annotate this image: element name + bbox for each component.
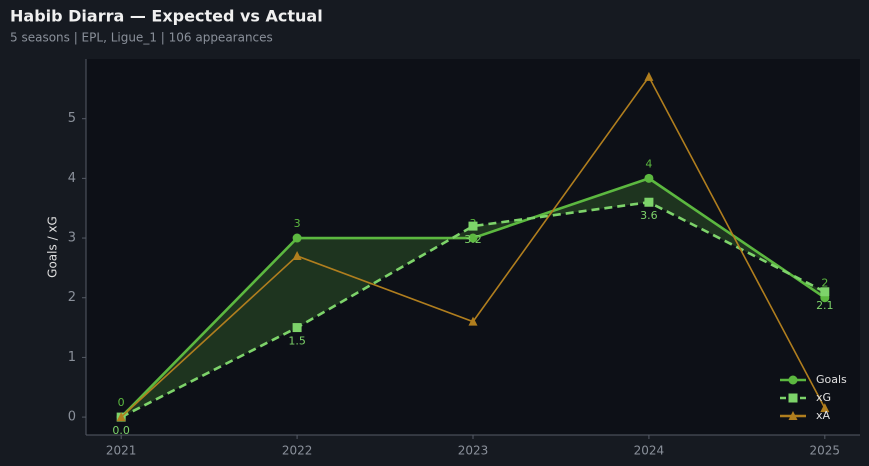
marker [468, 221, 478, 231]
y-tick-label: 4 [68, 171, 76, 186]
value-label: 2 [821, 277, 828, 290]
series-line [120, 200, 826, 419]
x-tick-label: 2025 [810, 444, 841, 458]
marker [292, 233, 302, 243]
value-label: 0.0 [112, 424, 130, 437]
value-label: 4 [645, 157, 652, 170]
y-axis-label: Goals / xG [46, 216, 60, 278]
marker [292, 323, 302, 333]
chart-subtitle: 5 seasons | EPL, Ligue_1 | 106 appearanc… [10, 31, 273, 45]
value-label: 2.1 [816, 299, 834, 312]
marker [468, 233, 478, 243]
x-tick-label: 2024 [634, 444, 665, 458]
value-label: 1.5 [288, 335, 306, 348]
y-tick-label: 2 [68, 290, 76, 305]
y-tick-label: 1 [68, 350, 76, 365]
legend-marker [788, 393, 798, 403]
legend-marker [788, 411, 798, 420]
marker [820, 287, 830, 297]
marker [644, 71, 654, 81]
x-tick-label: 2023 [458, 444, 489, 458]
marker [644, 197, 654, 207]
marker [292, 250, 302, 260]
marker [468, 316, 478, 326]
marker [644, 173, 654, 183]
plot-area [86, 59, 860, 435]
y-tick-label: 3 [68, 231, 76, 246]
chart-title: Habib Diarra — Expected vs Actual [10, 7, 323, 26]
value-label: 0 [118, 396, 125, 409]
y-tick-label: 0 [68, 410, 76, 425]
value-label: 3.2 [464, 233, 482, 246]
value-label: 3 [294, 217, 301, 230]
value-label: 3.6 [640, 209, 658, 222]
legend-marker [788, 375, 798, 385]
legend-label: xA [816, 409, 831, 422]
y-tick-label: 5 [68, 111, 76, 126]
marker [820, 403, 830, 413]
marker [116, 412, 126, 422]
legend-label: xG [816, 391, 831, 404]
x-tick-label: 2021 [106, 444, 137, 458]
x-tick-label: 2022 [282, 444, 313, 458]
legend-label: Goals [816, 373, 847, 386]
